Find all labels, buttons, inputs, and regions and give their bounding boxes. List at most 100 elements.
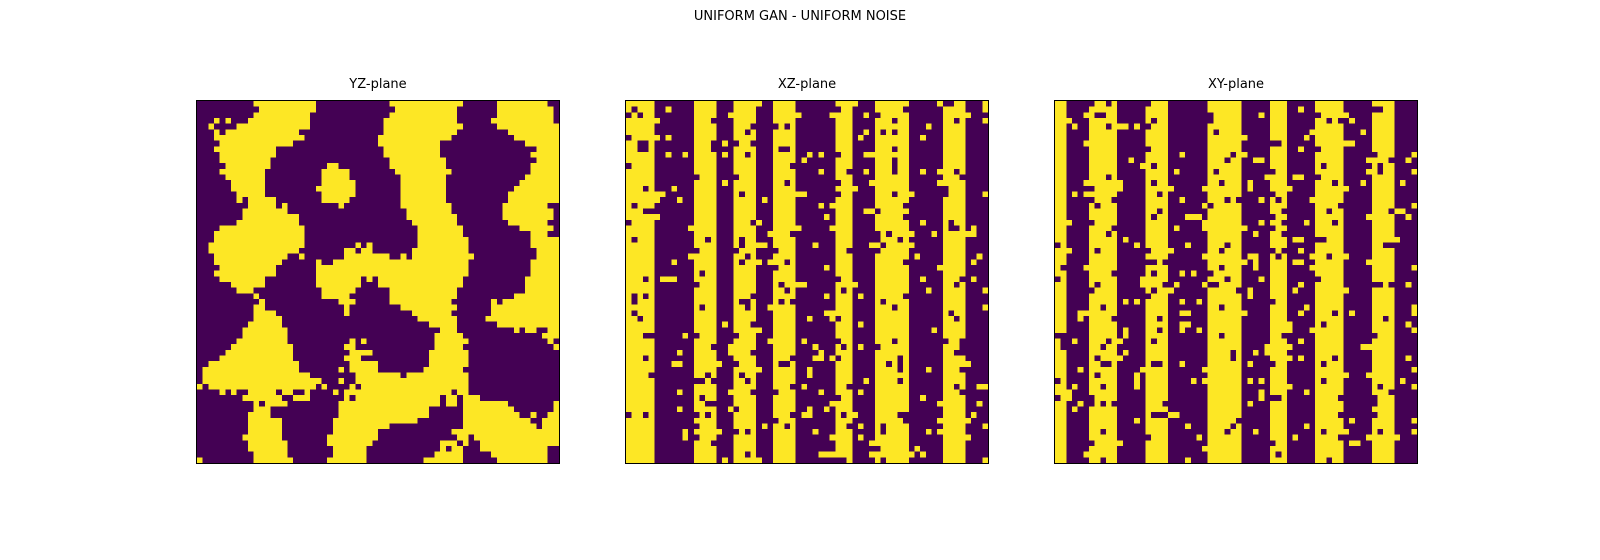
- heatmap-cell: [502, 298, 559, 305]
- heatmap-cell: [1315, 429, 1321, 435]
- heatmap-cell: [457, 389, 469, 396]
- heatmap-cell: [1145, 180, 1152, 186]
- heatmap-cell: [1371, 129, 1395, 135]
- heatmap-cell: [626, 253, 655, 260]
- heatmap-cell: [693, 293, 717, 299]
- heatmap-cell: [835, 248, 847, 254]
- heatmap-cell: [773, 355, 791, 362]
- heatmap-cell: [1269, 253, 1276, 260]
- heatmap-cell: [389, 157, 446, 164]
- heatmap-cell: [1111, 361, 1118, 367]
- heatmap-cell: [400, 202, 452, 209]
- heatmap-cell: [733, 338, 757, 345]
- heatmap-cell: [1202, 202, 1208, 209]
- heatmap-cell: [1400, 180, 1406, 186]
- heatmap-cell: [411, 248, 469, 254]
- heatmap-cell: [891, 231, 915, 237]
- heatmap-cell: [937, 101, 943, 107]
- heatmap-cell: [767, 304, 796, 311]
- heatmap-cell: [750, 129, 757, 135]
- heatmap-cell: [213, 134, 305, 141]
- heatmap-cell: [773, 378, 796, 384]
- heatmap-cell: [942, 395, 966, 401]
- heatmap-cell: [925, 366, 932, 373]
- heatmap-cell: [812, 242, 819, 249]
- heatmap-cell: [733, 378, 745, 384]
- heatmap-cell: [553, 406, 559, 413]
- heatmap-cell: [982, 304, 988, 311]
- heatmap-cell: [1275, 248, 1282, 254]
- heatmap-cell: [1400, 378, 1406, 384]
- heatmap-cell: [1383, 383, 1395, 390]
- heatmap-cell: [1383, 429, 1395, 435]
- heatmap-cell: [344, 248, 356, 254]
- heatmap-cell: [321, 293, 350, 299]
- heatmap-cell: [1298, 106, 1304, 113]
- heatmap-cell: [440, 440, 458, 447]
- heatmap-cell: [1156, 270, 1169, 277]
- heatmap-cell: [1371, 253, 1395, 260]
- heatmap-cell: [1315, 446, 1344, 452]
- heatmap-cell: [315, 185, 356, 192]
- heatmap-cell: [225, 174, 265, 181]
- heatmap-cell: [1055, 185, 1067, 192]
- heatmap-cell: [773, 157, 796, 164]
- heatmap-cell: [829, 434, 853, 441]
- heatmap-cell: [1264, 344, 1293, 350]
- heatmap-cell: [942, 219, 949, 226]
- heatmap-cell: [693, 457, 717, 463]
- heatmap-cell: [829, 202, 853, 209]
- heatmap-cell: [744, 259, 762, 266]
- heatmap-cell: [400, 185, 446, 192]
- heatmap-cell: [479, 440, 559, 447]
- heatmap-cell: [1411, 417, 1417, 424]
- heatmap-cell: [971, 412, 977, 418]
- heatmap-cell: [693, 157, 717, 164]
- heatmap-cell: [1202, 446, 1242, 452]
- heatmap-cell: [417, 225, 463, 232]
- heatmap-cell: [434, 332, 463, 339]
- heatmap-cell: [1371, 236, 1401, 243]
- heatmap-cell: [1207, 293, 1242, 299]
- heatmap-cell: [773, 134, 796, 141]
- heatmap-cell: [773, 202, 796, 209]
- heatmap-xz: [625, 100, 989, 464]
- heatmap-cell: [846, 344, 853, 350]
- heatmap-cell: [1145, 446, 1169, 452]
- heatmap-cell: [1320, 276, 1344, 282]
- heatmap-cell: [1315, 185, 1350, 192]
- heatmap-cell: [1349, 310, 1355, 316]
- heatmap-cell: [835, 406, 853, 413]
- heatmap-cell: [1168, 412, 1180, 418]
- heatmap-cell: [733, 185, 757, 192]
- heatmap-cell: [462, 400, 509, 407]
- heatmap-cell: [733, 101, 762, 107]
- heatmap-cell: [1088, 117, 1118, 124]
- heatmap-cell: [508, 191, 559, 198]
- heatmap-cell: [1071, 383, 1078, 390]
- heatmap-cell: [1055, 219, 1072, 226]
- heatmap-cell: [1411, 429, 1417, 435]
- heatmap-cell: [530, 270, 559, 277]
- heatmap-cell: [835, 327, 853, 333]
- heatmap-cell: [897, 168, 909, 175]
- heatmap-cell: [750, 298, 757, 305]
- heatmap-cell: [1371, 389, 1389, 396]
- heatmap-cell: [942, 423, 966, 430]
- heatmap-cell: [513, 185, 559, 192]
- heatmap-cell: [1156, 338, 1169, 345]
- heatmap-cell: [1088, 417, 1118, 424]
- heatmap-cell: [942, 270, 966, 277]
- heatmap-cell: [835, 117, 853, 124]
- heatmap-cell: [230, 344, 294, 350]
- heatmap-cell: [1088, 174, 1106, 181]
- heatmap-cell: [378, 282, 463, 288]
- heatmap-cell: [525, 282, 559, 288]
- heatmap-cell: [530, 231, 548, 237]
- heatmap-cell: [626, 276, 643, 282]
- heatmap-cell: [942, 349, 955, 356]
- heatmap-cell: [733, 366, 762, 373]
- heatmap-cell: [1230, 429, 1242, 435]
- heatmap-cell: [1162, 327, 1169, 333]
- heatmap-cell: [626, 344, 655, 350]
